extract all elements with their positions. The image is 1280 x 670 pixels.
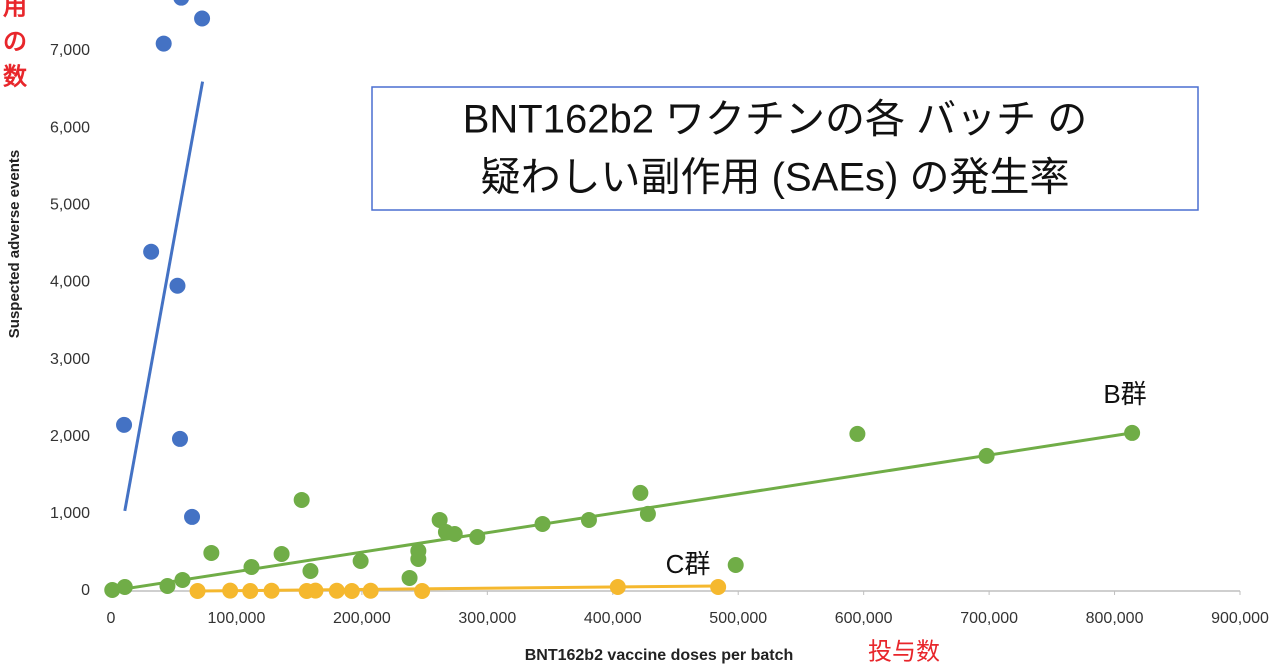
data-point (222, 582, 239, 599)
trend-line (197, 584, 719, 593)
data-point (155, 35, 172, 52)
data-point (343, 583, 360, 599)
data-point (710, 578, 727, 595)
x-tick-label: 700,000 (960, 610, 1018, 627)
y-tick-label: 0 (81, 582, 90, 599)
y-tick-label: 5,000 (50, 196, 90, 213)
data-point (174, 571, 191, 588)
data-point (414, 583, 431, 599)
x-tick-label: 400,000 (584, 610, 642, 627)
data-point (328, 582, 345, 599)
data-point (189, 583, 206, 599)
data-point (639, 505, 656, 522)
data-point (469, 528, 486, 545)
y-axis-label: Suspected adverse events (6, 150, 23, 338)
y-tick-label: 3,000 (50, 351, 90, 368)
x-tick-label: 600,000 (835, 610, 893, 627)
x-axis-label: BNT162b2 vaccine doses per batch (525, 647, 794, 664)
data-point (580, 511, 597, 528)
trend-line (123, 81, 205, 512)
trend-line (110, 431, 1133, 593)
data-point (362, 582, 379, 599)
data-point (263, 582, 280, 599)
x-tick-label: 200,000 (333, 610, 391, 627)
series-label: B群 (1103, 379, 1146, 409)
y-axis-label-ja: の (3, 28, 27, 55)
data-point (159, 577, 176, 594)
data-point (184, 508, 201, 525)
data-point (242, 583, 259, 599)
data-point (352, 552, 369, 569)
data-point (243, 559, 260, 576)
x-tick-label: 900,000 (1211, 610, 1269, 627)
y-axis-label-ja: 用 (3, 0, 27, 20)
data-point (401, 569, 418, 586)
title-box (371, 86, 1199, 211)
chart-title: BNT162b2 ワクチンの各 バッチ の (463, 98, 1088, 142)
y-tick-label: 6,000 (50, 119, 90, 136)
chart-title: 疑わしい副作用 (SAEs) の発生率 (481, 156, 1070, 200)
x-tick-label: 100,000 (208, 610, 266, 627)
data-point (293, 491, 310, 508)
data-point (104, 581, 121, 598)
x-tick-label: 300,000 (458, 610, 516, 627)
data-point (203, 544, 220, 561)
data-point (632, 484, 649, 501)
x-tick-label: 0 (107, 610, 116, 627)
data-point (534, 515, 551, 532)
y-tick-label: 7,000 (50, 42, 90, 59)
data-point (1124, 424, 1141, 441)
y-tick-label: 1,000 (50, 505, 90, 522)
data-point (171, 430, 188, 447)
data-point (169, 277, 186, 294)
data-point (173, 0, 189, 6)
data-point (978, 447, 995, 464)
data-point (307, 582, 324, 599)
data-point (143, 243, 160, 260)
data-point (116, 416, 133, 433)
data-point (849, 425, 866, 442)
y-axis-label-ja: 数 (3, 63, 28, 90)
data-point (727, 556, 744, 573)
data-point (609, 578, 626, 595)
data-point (302, 563, 319, 580)
data-point (273, 545, 290, 562)
data-point (446, 525, 463, 542)
data-point (431, 511, 448, 528)
data-point (410, 550, 427, 567)
x-axis-label-ja: 投与数 (868, 638, 940, 665)
data-point (194, 10, 211, 27)
y-tick-label: 4,000 (50, 274, 90, 291)
x-tick-label: 800,000 (1086, 610, 1144, 627)
x-tick-label: 500,000 (709, 610, 767, 627)
data-point (116, 578, 133, 595)
y-tick-label: 2,000 (50, 428, 90, 445)
series-label: C群 (666, 549, 711, 579)
